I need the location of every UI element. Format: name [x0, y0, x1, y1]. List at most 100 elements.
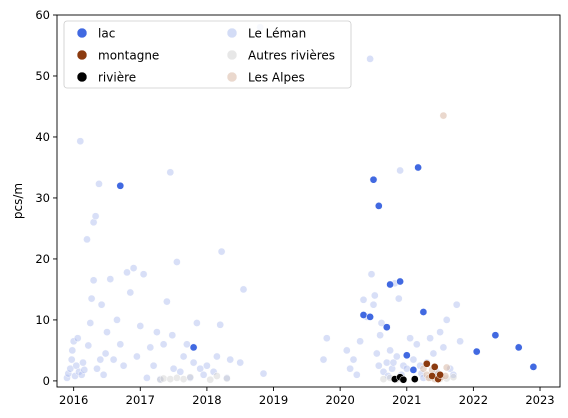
legend-label: Les Alpes — [248, 71, 305, 85]
legend-label: lac — [98, 27, 115, 41]
point-le-leman-14 — [83, 235, 91, 244]
point-le-leman-83 — [374, 361, 383, 370]
point-le-leman-80 — [369, 300, 378, 309]
point-lac-14 — [491, 331, 500, 340]
point-montagne-4 — [436, 370, 444, 379]
point-autres-rivieres-3 — [173, 374, 181, 382]
point-le-leman-57 — [199, 370, 208, 379]
point-le-leman-49 — [173, 258, 181, 266]
x-tick-label: 2022 — [459, 393, 488, 407]
x-tick-label: 2023 — [525, 393, 554, 407]
point-le-leman-47 — [168, 331, 177, 340]
point-le-leman-8 — [73, 334, 82, 343]
point-lac-5 — [374, 202, 383, 210]
point-le-leman-79 — [367, 270, 376, 279]
point-montagne-0 — [422, 359, 431, 368]
data-points — [63, 23, 538, 384]
legend-marker — [76, 49, 88, 61]
point-le-leman-4 — [68, 346, 77, 355]
point-autres-rivieres-7 — [213, 372, 221, 380]
y-tick-label: 60 — [35, 8, 50, 22]
point-le-leman-101 — [412, 340, 421, 349]
point-le-leman-12 — [79, 358, 87, 367]
point-le-leman-17 — [87, 294, 96, 303]
y-tick-label: 30 — [35, 191, 50, 205]
point-le-leman-60 — [213, 352, 221, 361]
point-le-leman-93 — [392, 352, 401, 361]
point-lac-4 — [369, 175, 378, 184]
point-le-leman-69 — [319, 355, 328, 364]
point-le-leman-52 — [183, 340, 191, 349]
point-lac-16 — [529, 363, 538, 371]
legend-marker — [76, 71, 88, 83]
point-le-leman-41 — [149, 361, 158, 370]
legend-marker — [226, 49, 238, 61]
point-riviere-2 — [399, 375, 408, 384]
point-le-leman-110 — [439, 343, 448, 352]
point-le-leman-22 — [95, 180, 103, 188]
point-le-leman-18 — [89, 276, 98, 285]
point-le-leman-95 — [396, 166, 404, 175]
point-le-leman-64 — [226, 355, 235, 364]
point-les-alpes-9 — [442, 363, 451, 372]
point-le-leman-28 — [106, 275, 115, 283]
x-axis: 2016 2017 2018 2019 2020 2021 2022 2023 — [59, 387, 555, 407]
point-lac-11 — [414, 163, 422, 172]
point-le-leman-0 — [63, 374, 71, 382]
point-le-leman-16 — [86, 319, 95, 327]
point-lac-13 — [472, 347, 481, 356]
legend-label: Autres rivières — [248, 49, 335, 63]
legend-label: montagne — [98, 49, 159, 63]
x-tick-label: 2016 — [59, 393, 88, 407]
point-montagne-1 — [428, 372, 436, 380]
point-le-leman-113 — [449, 370, 458, 379]
point-le-leman-50 — [176, 367, 185, 376]
point-le-leman-44 — [159, 340, 168, 349]
point-autres-rivieres-9 — [379, 375, 388, 383]
point-lac-6 — [382, 323, 391, 332]
point-le-leman-91 — [389, 358, 398, 367]
point-montagne-2 — [430, 363, 439, 371]
point-le-leman-61 — [216, 320, 225, 329]
point-le-leman-85 — [377, 319, 386, 327]
point-le-leman-106 — [426, 334, 434, 343]
point-les-alpes-7 — [439, 111, 448, 120]
point-le-leman-21 — [93, 364, 101, 373]
point-le-leman-30 — [113, 316, 121, 324]
point-riviere-3 — [410, 375, 419, 383]
y-axis-label: pcs/m — [11, 183, 25, 219]
point-le-leman-94 — [394, 294, 403, 303]
point-le-leman-71 — [342, 346, 351, 355]
point-le-leman-76 — [359, 295, 368, 304]
point-le-leman-73 — [349, 355, 358, 364]
point-le-leman-56 — [196, 364, 205, 373]
point-lac-12 — [419, 308, 428, 316]
point-le-leman-34 — [126, 288, 135, 297]
point-le-leman-26 — [101, 349, 110, 358]
point-le-leman-25 — [99, 370, 108, 379]
point-autres-rivieres-2 — [166, 375, 175, 383]
point-le-leman-32 — [119, 361, 128, 370]
point-le-leman-72 — [346, 364, 354, 373]
y-tick-label: 10 — [35, 313, 50, 327]
point-le-leman-81 — [370, 291, 379, 300]
point-le-leman-74 — [352, 370, 361, 379]
point-le-leman-75 — [356, 337, 364, 346]
point-autres-rivieres-6 — [206, 375, 215, 384]
point-le-leman-39 — [143, 374, 151, 382]
x-tick-label: 2017 — [126, 393, 155, 407]
point-le-leman-82 — [372, 349, 381, 358]
point-le-leman-111 — [442, 316, 451, 324]
point-le-leman-54 — [189, 358, 198, 367]
point-lac-15 — [514, 343, 523, 352]
y-tick-label: 40 — [35, 130, 50, 144]
point-autres-rivieres-1 — [159, 374, 168, 383]
point-le-leman-19 — [89, 218, 98, 227]
point-le-leman-58 — [203, 361, 211, 370]
y-tick-label: 50 — [35, 69, 50, 83]
point-lac-2 — [359, 311, 368, 319]
point-le-leman-33 — [123, 268, 131, 277]
point-le-leman-78 — [366, 55, 374, 63]
point-le-leman-55 — [193, 319, 201, 327]
